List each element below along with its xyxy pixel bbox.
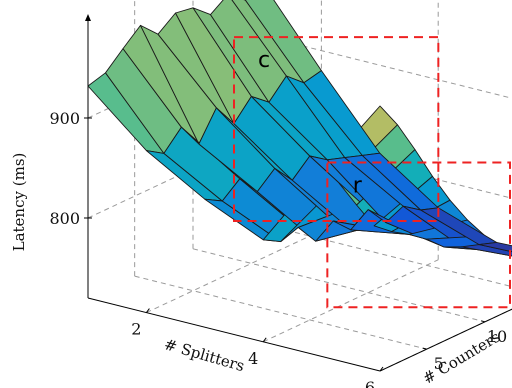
surface [87,0,512,257]
y-axis-line [379,308,512,372]
region-box-r [326,161,512,309]
axes: 80090024651015 [49,14,512,388]
region-annotations: cr [233,36,512,309]
x-tick-label: 2 [131,320,141,339]
x-tick-label: 6 [365,378,375,388]
x-tick-mark [262,337,267,343]
z-axis-title: Latency (ms) [10,153,28,252]
z-axis-arrowhead [85,14,91,21]
grid-line [192,248,486,323]
y-tick-mark [422,347,427,350]
x-tick-mark [145,308,150,313]
x-tick-mark [379,366,384,372]
y-tick-mark [480,320,486,323]
y-tick-label: 10 [487,327,507,346]
surface-patch [478,241,512,253]
grid-line [146,230,322,314]
region-label-r: r [353,174,363,199]
z-tick-label: 800 [49,209,80,228]
y-tick-label: 5 [434,354,444,373]
z-tick-label: 900 [49,109,80,128]
y-axis-title: # Counters [420,328,504,388]
x-tick-label: 4 [248,349,258,368]
x-axis-line [87,297,381,372]
grid-line [262,259,439,343]
x-axis-title: # Splitters [162,335,246,375]
surface-patch [461,244,512,257]
region-label-c: c [258,48,270,73]
